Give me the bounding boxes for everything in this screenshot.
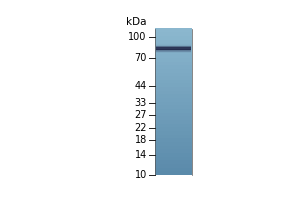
Bar bbox=[155, 171, 192, 175]
Text: 44: 44 bbox=[134, 81, 147, 91]
Bar bbox=[155, 160, 192, 164]
Bar bbox=[155, 127, 192, 131]
Bar bbox=[155, 153, 192, 157]
Bar bbox=[155, 72, 192, 76]
Bar bbox=[155, 138, 192, 142]
Bar bbox=[156, 47, 191, 48]
Bar bbox=[155, 50, 192, 54]
Bar bbox=[155, 65, 192, 69]
Bar bbox=[155, 90, 192, 94]
Bar bbox=[156, 52, 191, 53]
Bar bbox=[155, 69, 192, 73]
Bar bbox=[156, 49, 191, 50]
Bar bbox=[155, 94, 192, 98]
Bar bbox=[155, 43, 192, 47]
Bar bbox=[155, 164, 192, 168]
Bar bbox=[155, 142, 192, 146]
Bar bbox=[155, 47, 192, 51]
Bar bbox=[155, 149, 192, 153]
Bar bbox=[155, 83, 192, 87]
Bar bbox=[156, 50, 191, 51]
Bar bbox=[156, 51, 191, 52]
Text: 33: 33 bbox=[134, 98, 147, 108]
Bar bbox=[156, 49, 191, 50]
Bar bbox=[156, 46, 191, 47]
Bar bbox=[155, 61, 192, 65]
Text: 70: 70 bbox=[134, 53, 147, 63]
Text: 14: 14 bbox=[134, 150, 147, 160]
Bar bbox=[155, 120, 192, 124]
Bar bbox=[155, 101, 192, 105]
Bar bbox=[155, 76, 192, 80]
Bar bbox=[155, 131, 192, 135]
Bar bbox=[155, 112, 192, 116]
Bar bbox=[156, 45, 191, 46]
Bar bbox=[155, 87, 192, 91]
Bar bbox=[156, 48, 191, 49]
Bar bbox=[155, 167, 192, 171]
Bar bbox=[155, 145, 192, 149]
Bar bbox=[155, 32, 192, 36]
Text: 100: 100 bbox=[128, 32, 147, 42]
Bar bbox=[156, 44, 191, 45]
Bar bbox=[155, 28, 192, 32]
Bar bbox=[155, 80, 192, 83]
Text: 22: 22 bbox=[134, 123, 147, 133]
Bar bbox=[155, 54, 192, 58]
Bar bbox=[156, 46, 191, 47]
Bar bbox=[155, 156, 192, 160]
Bar bbox=[155, 58, 192, 62]
Bar bbox=[155, 116, 192, 120]
Text: 18: 18 bbox=[134, 135, 147, 145]
Bar bbox=[155, 36, 192, 40]
Bar bbox=[155, 98, 192, 102]
Bar bbox=[155, 134, 192, 138]
Text: 10: 10 bbox=[134, 170, 147, 180]
Text: kDa: kDa bbox=[126, 17, 147, 27]
Bar bbox=[156, 52, 191, 53]
Text: 27: 27 bbox=[134, 110, 147, 120]
Bar bbox=[156, 47, 191, 48]
Bar bbox=[155, 123, 192, 127]
Bar bbox=[155, 109, 192, 113]
Bar bbox=[155, 39, 192, 43]
Bar bbox=[155, 105, 192, 109]
Bar bbox=[156, 51, 191, 52]
